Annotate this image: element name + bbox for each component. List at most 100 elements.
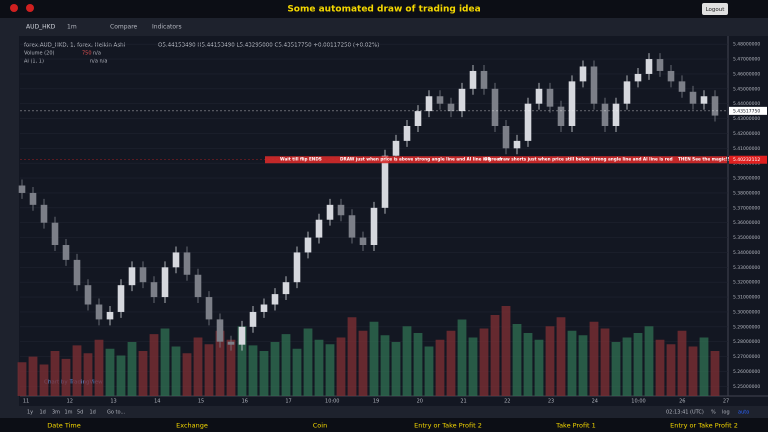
candle-body: [546, 88, 554, 107]
compare[interactable]: Compare: [110, 24, 138, 31]
volume-bar: [556, 317, 566, 396]
banner-text: Wait till flip ENDS: [280, 157, 322, 162]
tab[interactable]: Coin: [313, 422, 327, 430]
volume-bar: [413, 333, 423, 396]
indicators[interactable]: Indicators: [152, 24, 182, 31]
symbol[interactable]: AUD_HKD: [26, 24, 56, 31]
tab[interactable]: Exchange: [176, 422, 208, 430]
candle-body: [128, 267, 136, 286]
logout-label[interactable]: Logout: [706, 7, 726, 13]
y-tick-label: 5.42000000: [733, 131, 760, 137]
candle-body: [84, 285, 92, 305]
candle-body: [227, 341, 235, 345]
candle-body: [403, 126, 411, 141]
candle-body: [183, 252, 191, 275]
candle-body: [161, 267, 169, 298]
candle-body: [337, 204, 345, 216]
tab[interactable]: Entry or Take Profit 2: [670, 422, 738, 430]
tab[interactable]: Entry or Take Profit 2: [414, 422, 482, 430]
top-bar: [0, 0, 768, 18]
volume-bar: [226, 339, 236, 396]
volume-bar: [512, 324, 522, 396]
range-button[interactable]: 3m: [52, 410, 60, 416]
log-toggle[interactable]: log: [722, 410, 730, 416]
volume-bar: [567, 330, 577, 396]
y-tick-label: 5.27000000: [733, 354, 760, 360]
candle-body: [689, 91, 697, 104]
candle-body: [326, 204, 334, 220]
legend-ohlc: O5.44153490 H5.44153490 L5.43295000 C5.4…: [158, 43, 379, 49]
x-tick-label: 26: [679, 399, 685, 405]
volume-bar: [600, 328, 610, 396]
candle-body: [205, 297, 213, 320]
volume-bar: [457, 319, 467, 396]
volume-bar: [369, 321, 379, 396]
x-tick-label: 10:00: [325, 399, 339, 405]
candle-body: [645, 59, 653, 74]
candle-body: [711, 96, 719, 116]
volume-bar: [633, 333, 643, 396]
x-tick-label: 17: [285, 399, 291, 405]
y-tick-label: 5.26000000: [733, 369, 760, 375]
icon[interactable]: [26, 4, 34, 12]
candle-body: [491, 88, 499, 126]
x-tick-label: 15: [198, 399, 204, 405]
auto-toggle[interactable]: auto: [738, 410, 749, 416]
y-tick-label: 5.46000000: [733, 71, 760, 77]
y-tick-label: 5.41000000: [733, 146, 760, 152]
x-tick-label: 21: [460, 399, 466, 405]
tab[interactable]: Date Time: [47, 422, 81, 430]
icon[interactable]: [10, 4, 18, 12]
y-tick-label: 5.33000000: [733, 265, 760, 271]
banner-text: DRAW just when price is above strong ang…: [340, 157, 502, 162]
range-button[interactable]: 1d: [90, 410, 96, 416]
banner-text: OR: [484, 157, 492, 162]
volume-bar: [688, 346, 698, 396]
range-button[interactable]: 1d: [40, 410, 46, 416]
x-tick-label: 24: [592, 399, 598, 405]
volume-bar: [39, 364, 49, 396]
y-tick-label: 5.47000000: [733, 57, 760, 63]
y-tick-label: 5.28000000: [733, 339, 760, 345]
x-tick-label: 10:00: [631, 399, 645, 405]
range-button[interactable]: 5d: [77, 410, 83, 416]
volume-bar: [523, 333, 533, 396]
legend-volume-na: n/a: [93, 51, 101, 57]
toolbar: [0, 18, 768, 36]
candle-body: [117, 285, 125, 312]
candle-body: [348, 215, 356, 238]
volume-bar: [292, 348, 302, 396]
candle-body: [139, 267, 147, 283]
candle-body: [392, 140, 400, 156]
y-tick-label: 5.44000000: [733, 101, 760, 107]
range-button[interactable]: Go to...: [107, 410, 126, 416]
candle-body: [282, 282, 290, 295]
tab[interactable]: Take Profit 1: [555, 422, 596, 430]
x-tick-label: 27: [723, 399, 729, 405]
volume-bar: [336, 337, 346, 396]
candle-body: [579, 66, 587, 82]
y-tick-label: 5.29000000: [733, 324, 760, 330]
candle-body: [436, 96, 444, 104]
volume-bar: [534, 339, 544, 396]
volume-bar: [127, 342, 137, 396]
x-tick-label: 20: [417, 399, 423, 405]
candle-body: [535, 88, 543, 104]
candle-body: [73, 259, 81, 286]
volume-bar: [116, 355, 126, 396]
interval[interactable]: 1m: [67, 24, 77, 31]
volume-bar: [501, 306, 511, 396]
volume-bar: [94, 339, 104, 396]
percent-toggle[interactable]: %: [711, 410, 716, 416]
candle-body: [502, 126, 510, 149]
logout-button[interactable]: [702, 3, 728, 15]
volume-bar: [237, 326, 247, 396]
candle-body: [293, 252, 301, 283]
candle-body: [557, 106, 565, 126]
range-button[interactable]: 1m: [65, 410, 73, 416]
volume-bar: [545, 326, 555, 396]
volume-bar: [61, 358, 71, 396]
legend-ai-values: n/a n/a: [90, 59, 107, 65]
range-button[interactable]: 1y: [27, 410, 33, 416]
